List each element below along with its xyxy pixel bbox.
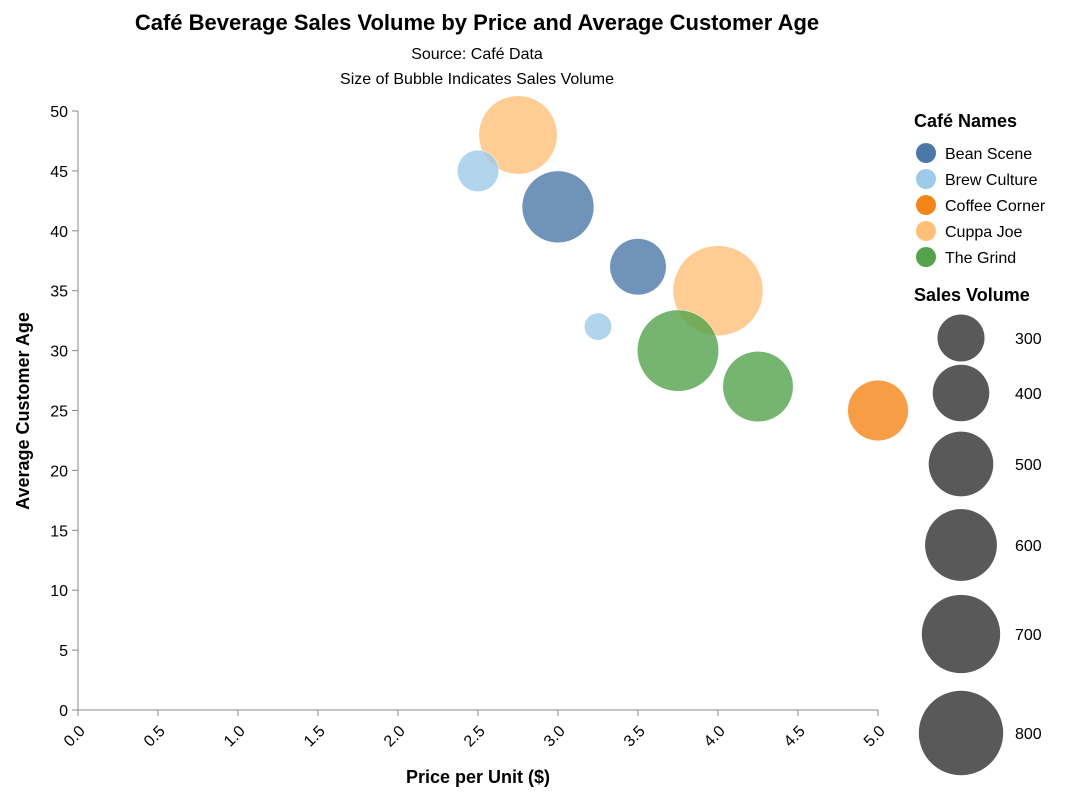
size-legend-bubble xyxy=(918,690,1004,776)
size-legend-items: 300 400 500 600 700 800 xyxy=(918,314,1042,776)
y-tick-label: 0 xyxy=(59,703,68,720)
color-legend-items: Bean Scene Brew Culture Coffee Corner Cuppa… xyxy=(916,143,1046,267)
x-tick-label: 2.5 xyxy=(461,723,489,751)
x-tick-label: 0.0 xyxy=(61,723,89,751)
color-legend-title: Café Names xyxy=(914,111,1017,131)
legend-swatch-bean-scene xyxy=(916,143,936,163)
y-tick-label: 35 xyxy=(50,284,68,301)
size-legend-bubble xyxy=(937,314,985,362)
chart-title: Café Beverage Sales Volume by Price and … xyxy=(135,10,819,35)
size-legend-bubble xyxy=(921,594,1001,674)
y-axis-title: Average Customer Age xyxy=(13,312,33,510)
size-legend-bubble xyxy=(925,509,997,581)
x-tick-label: 3.5 xyxy=(621,723,649,751)
x-tick-label: 1.5 xyxy=(301,723,329,751)
size-legend-label: 800 xyxy=(1015,726,1042,743)
x-tick-label: 0.5 xyxy=(141,723,169,751)
x-axis-title: Price per Unit ($) xyxy=(406,767,550,787)
legend-label-cuppa-joe: Cuppa Joe xyxy=(945,224,1022,241)
chart-subtitle-source: Source: Café Data xyxy=(411,46,543,63)
y-tick-label: 10 xyxy=(50,583,68,600)
legend-swatch-brew-culture xyxy=(916,169,936,189)
bubble-bean-scene xyxy=(521,170,595,244)
y-tick-label: 45 xyxy=(50,164,68,181)
size-legend-title: Sales Volume xyxy=(914,285,1030,305)
size-legend-bubble xyxy=(932,364,990,422)
bubble-brew-culture xyxy=(584,312,612,341)
bubble-coffee-corner xyxy=(847,379,909,442)
legend-swatch-cuppa-joe xyxy=(916,221,936,241)
y-tick-label: 40 xyxy=(50,224,68,241)
x-tick-label: 1.0 xyxy=(221,723,249,751)
x-tick-label: 2.0 xyxy=(381,723,409,751)
bubble-bean-scene xyxy=(609,238,667,296)
size-legend-label: 600 xyxy=(1015,538,1042,555)
bubble-cuppa-joe xyxy=(478,95,558,175)
x-tick-label: 4.0 xyxy=(701,723,729,751)
y-tick-label: 5 xyxy=(59,643,68,660)
bubble-cuppa-joe xyxy=(672,245,764,336)
size-legend-label: 400 xyxy=(1015,386,1042,403)
y-tick-label: 25 xyxy=(50,404,68,421)
size-legend-bubble xyxy=(928,431,994,497)
legend-label-bean-scene: Bean Scene xyxy=(945,146,1032,163)
legend-swatch-the-grind xyxy=(916,247,936,267)
bubble-brew-culture xyxy=(456,149,500,192)
size-legend-label: 500 xyxy=(1015,457,1042,474)
legend-swatch-coffee-corner xyxy=(916,195,936,215)
y-tick-label: 20 xyxy=(50,463,68,480)
chart-subtitle-size-note: Size of Bubble Indicates Sales Volume xyxy=(340,71,614,88)
bubble-the-grind xyxy=(637,309,719,392)
x-tick-label: 3.0 xyxy=(541,723,569,751)
bubble-the-grind xyxy=(722,351,794,423)
legend-label-the-grind: The Grind xyxy=(945,250,1016,267)
plot-area: 0 5 10 15 20 25 30 35 40 45 50 0.0 0.5 1.0 1.5 2.0 2.5 3.… xyxy=(50,95,909,751)
y-tick-label: 15 xyxy=(50,523,68,540)
legend: Café Names Bean Scene Brew Culture Coffee … xyxy=(914,111,1046,776)
size-legend-label: 700 xyxy=(1015,627,1042,644)
y-tick-label: 30 xyxy=(50,344,68,361)
size-legend-label: 300 xyxy=(1015,331,1042,348)
x-tick-label: 4.5 xyxy=(781,723,809,751)
legend-label-brew-culture: Brew Culture xyxy=(945,172,1038,189)
x-tick-label: 5.0 xyxy=(861,723,889,751)
legend-label-coffee-corner: Coffee Corner xyxy=(945,198,1046,215)
y-tick-label: 50 xyxy=(50,104,68,121)
